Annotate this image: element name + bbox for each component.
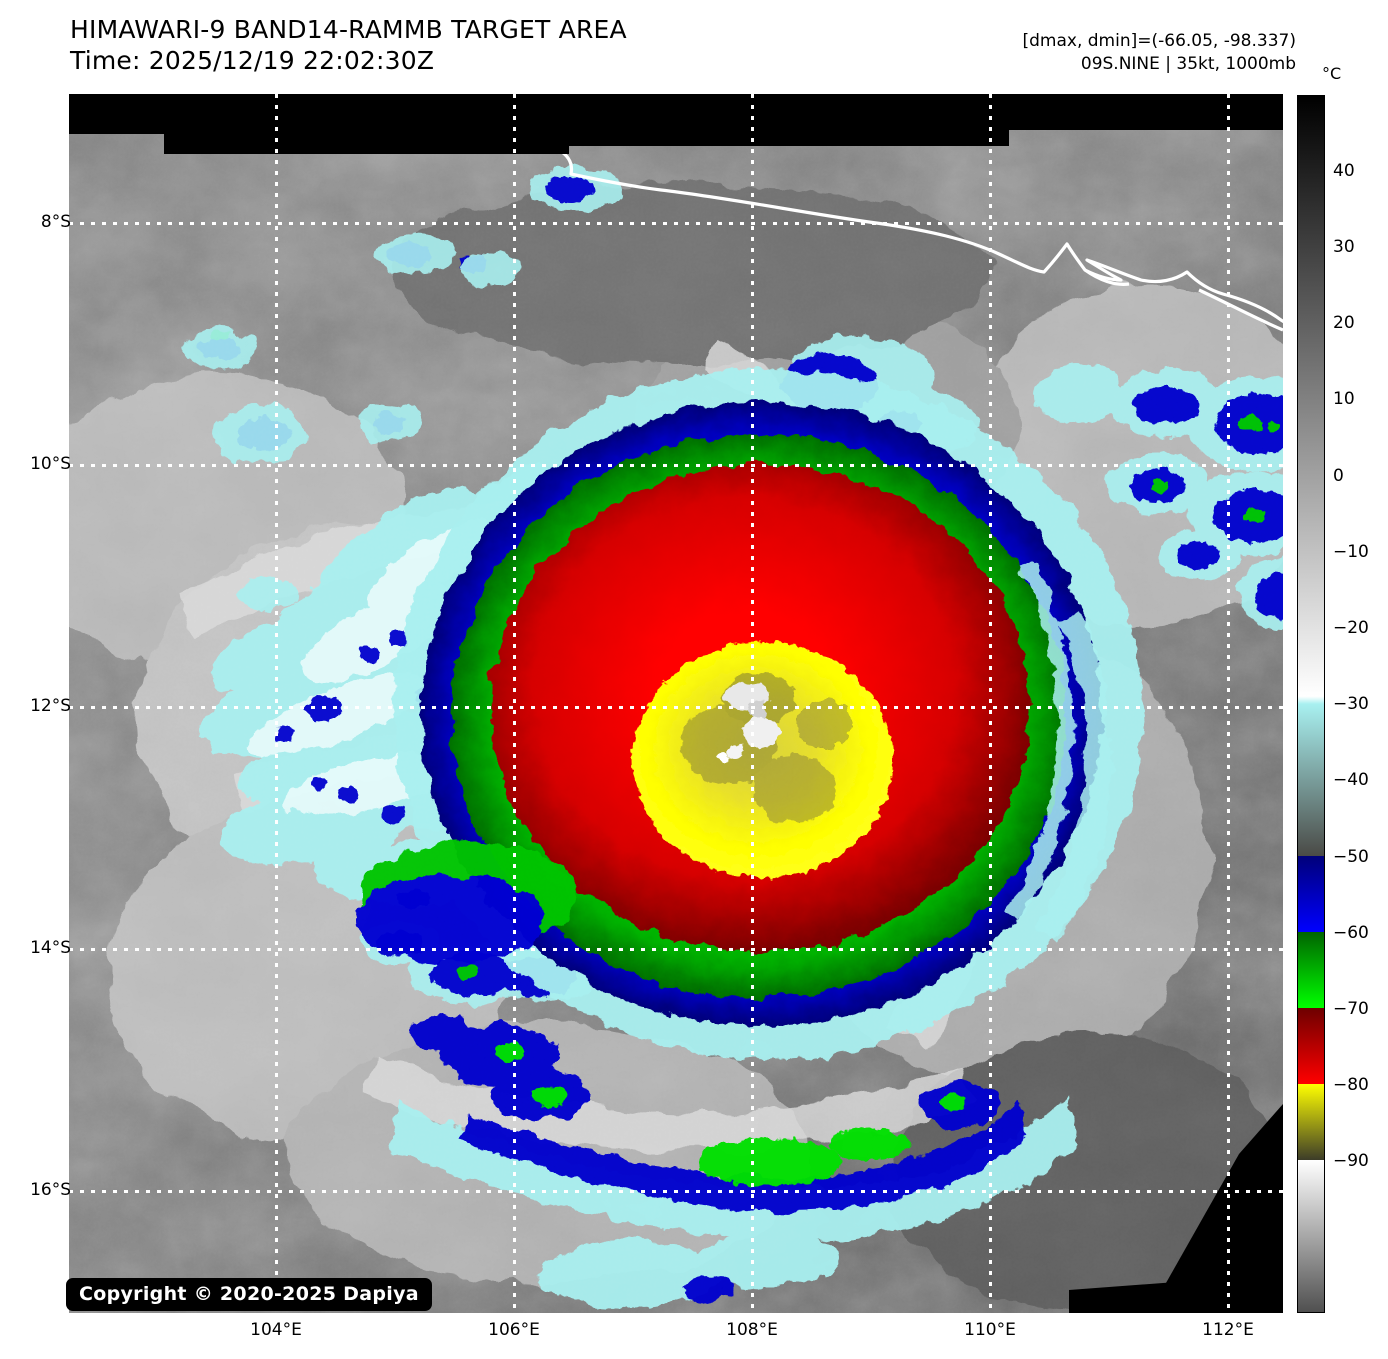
dmax-dmin-label: [dmax, dmin]=(-66.05, -98.337) bbox=[1022, 31, 1297, 51]
satellite-image-panel[interactable] bbox=[69, 94, 1283, 1313]
cbtick-m70: −70 bbox=[1333, 999, 1369, 1019]
cbtick-0: 0 bbox=[1333, 466, 1344, 486]
xtick-104e: 104°E bbox=[250, 1320, 302, 1340]
infrared-satellite-imagery bbox=[69, 94, 1283, 1313]
storm-info-label: 09S.NINE | 35kt, 1000mb bbox=[1080, 54, 1296, 74]
cbtick-m40: −40 bbox=[1333, 770, 1369, 790]
product-title: HIMAWARI-9 BAND14-RAMMB TARGET AREA bbox=[70, 15, 627, 44]
metadata-block: [dmax, dmin]=(-66.05, -98.337) 09S.NINE … bbox=[1023, 30, 1297, 76]
colorbar-unit-label: °C bbox=[1322, 64, 1342, 83]
xtick-106e: 106°E bbox=[488, 1320, 540, 1340]
cbtick-m80: −80 bbox=[1333, 1075, 1369, 1095]
cbtick-m10: −10 bbox=[1333, 542, 1369, 562]
cbtick-m90: −90 bbox=[1333, 1151, 1369, 1171]
no-data-void-bottom-right bbox=[1149, 1104, 1283, 1313]
cbtick-m50: −50 bbox=[1333, 847, 1369, 867]
ytick-16s: 16°S bbox=[30, 1180, 71, 1200]
cbtick-30: 30 bbox=[1333, 237, 1355, 257]
cbtick-40: 40 bbox=[1333, 161, 1355, 181]
xtick-110e: 110°E bbox=[964, 1320, 1016, 1340]
ytick-10s: 10°S bbox=[30, 454, 71, 474]
cbtick-m20: −20 bbox=[1333, 618, 1369, 638]
ytick-14s: 14°S bbox=[30, 938, 71, 958]
cbtick-20: 20 bbox=[1333, 313, 1355, 333]
cbtick-m30: −30 bbox=[1333, 694, 1369, 714]
page-title: HIMAWARI-9 BAND14-RAMMB TARGET AREA Time… bbox=[70, 14, 627, 76]
copyright-watermark: Copyright © 2020-2025 Dapiya bbox=[66, 1278, 432, 1311]
timestamp-label: Time: 2025/12/19 22:02:30Z bbox=[70, 46, 435, 75]
temperature-colorbar[interactable] bbox=[1297, 95, 1325, 1313]
ytick-8s: 8°S bbox=[40, 212, 71, 232]
ytick-12s: 12°S bbox=[30, 696, 71, 716]
xtick-108e: 108°E bbox=[726, 1320, 778, 1340]
cbtick-10: 10 bbox=[1333, 389, 1355, 409]
xtick-112e: 112°E bbox=[1202, 1320, 1254, 1340]
no-data-void-top bbox=[69, 94, 1283, 154]
colorbar-gradient bbox=[1298, 96, 1324, 1312]
cbtick-m60: −60 bbox=[1333, 923, 1369, 943]
